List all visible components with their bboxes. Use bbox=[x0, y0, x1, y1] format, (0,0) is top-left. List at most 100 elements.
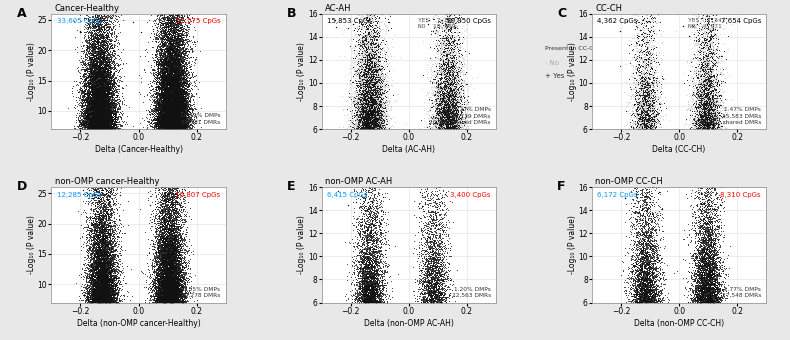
Point bbox=[365, 82, 378, 87]
Point bbox=[107, 209, 119, 215]
Point bbox=[708, 39, 720, 45]
Point bbox=[623, 270, 636, 276]
Point bbox=[101, 106, 114, 111]
Point bbox=[643, 119, 656, 124]
Point bbox=[88, 292, 100, 298]
Point bbox=[436, 105, 449, 110]
Point bbox=[103, 75, 116, 81]
Point bbox=[446, 63, 458, 68]
Point bbox=[88, 119, 100, 125]
Point bbox=[103, 277, 116, 282]
Point bbox=[164, 229, 176, 235]
Point bbox=[89, 289, 102, 294]
Point bbox=[375, 119, 388, 124]
Point bbox=[163, 117, 175, 122]
Point bbox=[176, 114, 189, 119]
Point bbox=[703, 78, 716, 84]
Point bbox=[87, 117, 100, 122]
Point bbox=[99, 89, 111, 95]
Point bbox=[164, 71, 176, 76]
Point bbox=[452, 72, 465, 78]
Point bbox=[352, 55, 365, 61]
Point bbox=[99, 84, 111, 89]
Point bbox=[167, 295, 180, 301]
Point bbox=[655, 256, 668, 261]
Point bbox=[98, 50, 111, 55]
Point bbox=[149, 103, 162, 109]
Point bbox=[161, 239, 174, 244]
Point bbox=[162, 121, 175, 127]
Point bbox=[356, 108, 369, 113]
Point bbox=[86, 282, 99, 287]
Point bbox=[156, 89, 169, 95]
Point bbox=[359, 125, 371, 131]
Point bbox=[706, 124, 719, 130]
Point bbox=[366, 219, 378, 225]
Point bbox=[69, 105, 81, 111]
Point bbox=[90, 110, 103, 116]
Point bbox=[703, 282, 716, 287]
Point bbox=[367, 39, 379, 45]
Point bbox=[711, 125, 724, 131]
Point bbox=[106, 293, 118, 298]
Point bbox=[93, 125, 106, 130]
Point bbox=[642, 294, 655, 300]
Point bbox=[366, 86, 378, 92]
Point bbox=[98, 116, 111, 122]
Point bbox=[170, 16, 182, 22]
Point bbox=[93, 82, 106, 88]
Point bbox=[364, 269, 377, 274]
Point bbox=[424, 290, 437, 296]
Point bbox=[709, 121, 721, 127]
Point bbox=[172, 70, 185, 76]
Point bbox=[363, 125, 375, 130]
Point bbox=[162, 197, 175, 202]
Point bbox=[638, 84, 651, 89]
Point bbox=[161, 126, 174, 131]
Point bbox=[156, 118, 168, 123]
Point bbox=[364, 288, 377, 293]
Point bbox=[95, 118, 107, 123]
Point bbox=[448, 114, 461, 120]
Point bbox=[699, 115, 712, 121]
Point bbox=[163, 263, 175, 268]
Point bbox=[87, 117, 100, 122]
Point bbox=[163, 226, 175, 232]
Point bbox=[360, 231, 373, 236]
Point bbox=[100, 284, 113, 290]
Point bbox=[174, 72, 186, 77]
Point bbox=[115, 269, 127, 275]
Point bbox=[102, 245, 115, 251]
Point bbox=[101, 259, 114, 265]
Point bbox=[170, 90, 182, 96]
Point bbox=[96, 85, 108, 90]
Point bbox=[150, 109, 163, 114]
Point bbox=[140, 107, 152, 112]
Point bbox=[93, 59, 106, 65]
Point bbox=[169, 41, 182, 46]
Point bbox=[451, 74, 464, 80]
Point bbox=[96, 261, 109, 267]
Point bbox=[694, 84, 706, 89]
Point bbox=[630, 92, 643, 98]
Point bbox=[145, 84, 157, 89]
Point bbox=[699, 119, 712, 125]
Point bbox=[96, 240, 108, 246]
Point bbox=[164, 117, 177, 122]
Point bbox=[162, 245, 175, 250]
Point bbox=[86, 70, 99, 76]
Point bbox=[81, 116, 94, 121]
Point bbox=[372, 116, 385, 121]
Point bbox=[155, 62, 167, 67]
Point bbox=[699, 120, 712, 126]
Point bbox=[368, 264, 381, 269]
Point bbox=[86, 101, 99, 106]
Point bbox=[172, 69, 185, 74]
Point bbox=[641, 122, 654, 127]
Point bbox=[169, 99, 182, 104]
Point bbox=[102, 218, 115, 223]
Point bbox=[102, 95, 115, 100]
Point bbox=[78, 114, 91, 119]
Point bbox=[163, 268, 175, 274]
Point bbox=[370, 52, 382, 58]
